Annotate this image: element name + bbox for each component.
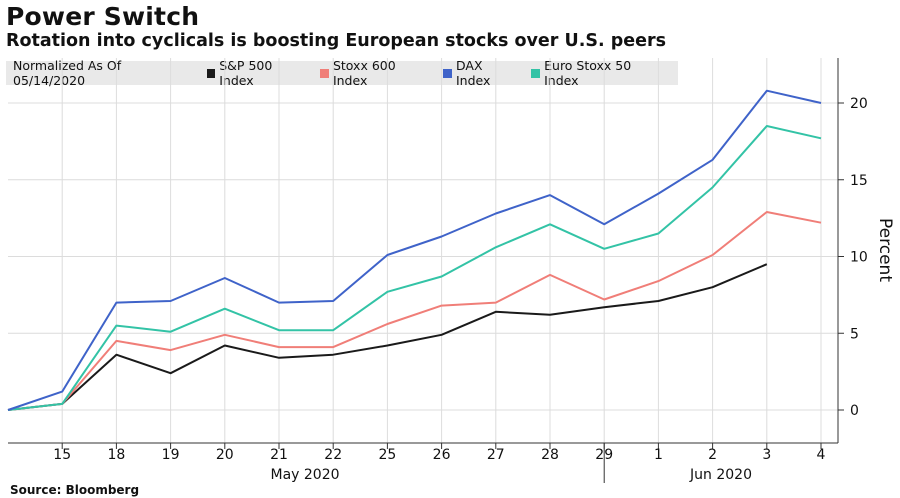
legend-swatch-stoxx600 bbox=[320, 68, 329, 78]
grid-lines bbox=[8, 58, 838, 443]
series-lines bbox=[7, 89, 822, 411]
y-tick-label: 15 bbox=[850, 173, 868, 189]
chart-subtitle: Rotation into cyclicals is boosting Euro… bbox=[6, 31, 667, 51]
x-tick-label: 19 bbox=[162, 447, 180, 463]
month-label-jun: Jun 2020 bbox=[689, 467, 752, 483]
series-line-euro-stoxx-50-index bbox=[7, 125, 822, 411]
x-tick-label: 1 bbox=[654, 447, 663, 463]
legend-label-sp500: S&P 500 Index bbox=[219, 58, 273, 88]
x-tick-label: 2 bbox=[708, 447, 717, 463]
y-tick-label: 5 bbox=[850, 326, 859, 342]
legend-label-eurostoxx50: Euro Stoxx 50 Index bbox=[544, 58, 632, 88]
series-line-stoxx-600-index bbox=[7, 211, 822, 411]
x-tick-label: 28 bbox=[541, 447, 559, 463]
tick-labels: 0 5 10 15 20 15 18 19 20 21 22 25 26 27 28 29 1 2 3 4 May 20… bbox=[53, 96, 868, 483]
legend-swatch-dax bbox=[443, 68, 452, 78]
x-tick-label: 3 bbox=[762, 447, 771, 463]
legend-item-eurostoxx50: Euro Stoxx 50 Index bbox=[531, 58, 665, 88]
legend-label-dax: DAX Index bbox=[455, 58, 491, 88]
x-tick-label: 29 bbox=[595, 447, 613, 463]
legend-label-stoxx600: Stoxx 600 Index bbox=[332, 58, 396, 88]
x-tick-label: 15 bbox=[53, 447, 71, 463]
y-tick-label: 20 bbox=[850, 96, 868, 112]
y-tick-label: 0 bbox=[850, 403, 859, 419]
x-tick-label: 21 bbox=[270, 447, 288, 463]
legend-item-stoxx600: Stoxx 600 Index bbox=[320, 58, 430, 88]
source-note: Source: Bloomberg bbox=[10, 483, 140, 497]
month-label-may: May 2020 bbox=[270, 467, 339, 483]
x-tick-label: 26 bbox=[433, 447, 451, 463]
legend-swatch-eurostoxx50 bbox=[531, 68, 541, 78]
x-tick-label: 4 bbox=[817, 447, 826, 463]
legend-item-sp500: S&P 500 Index bbox=[206, 58, 308, 88]
axes bbox=[8, 58, 844, 483]
legend-item-dax: DAX Index bbox=[443, 58, 518, 88]
legend-swatch-sp500 bbox=[206, 68, 216, 78]
series-line-dax-index bbox=[7, 89, 822, 411]
x-tick-label: 27 bbox=[487, 447, 505, 463]
x-tick-label: 22 bbox=[324, 447, 342, 463]
x-tick-label: 25 bbox=[378, 447, 396, 463]
series-line-s-p-500-index bbox=[7, 263, 768, 411]
chart-title: Power Switch bbox=[6, 2, 200, 31]
x-tick-label: 20 bbox=[216, 447, 234, 463]
legend-normalized-note: Normalized As Of 05/14/2020 bbox=[13, 58, 122, 88]
x-tick-label: 18 bbox=[107, 447, 125, 463]
legend: Normalized As Of 05/14/2020 S&P 500 Inde… bbox=[6, 58, 678, 88]
y-axis-label: Percent bbox=[875, 218, 895, 282]
y-tick-label: 10 bbox=[850, 250, 868, 266]
